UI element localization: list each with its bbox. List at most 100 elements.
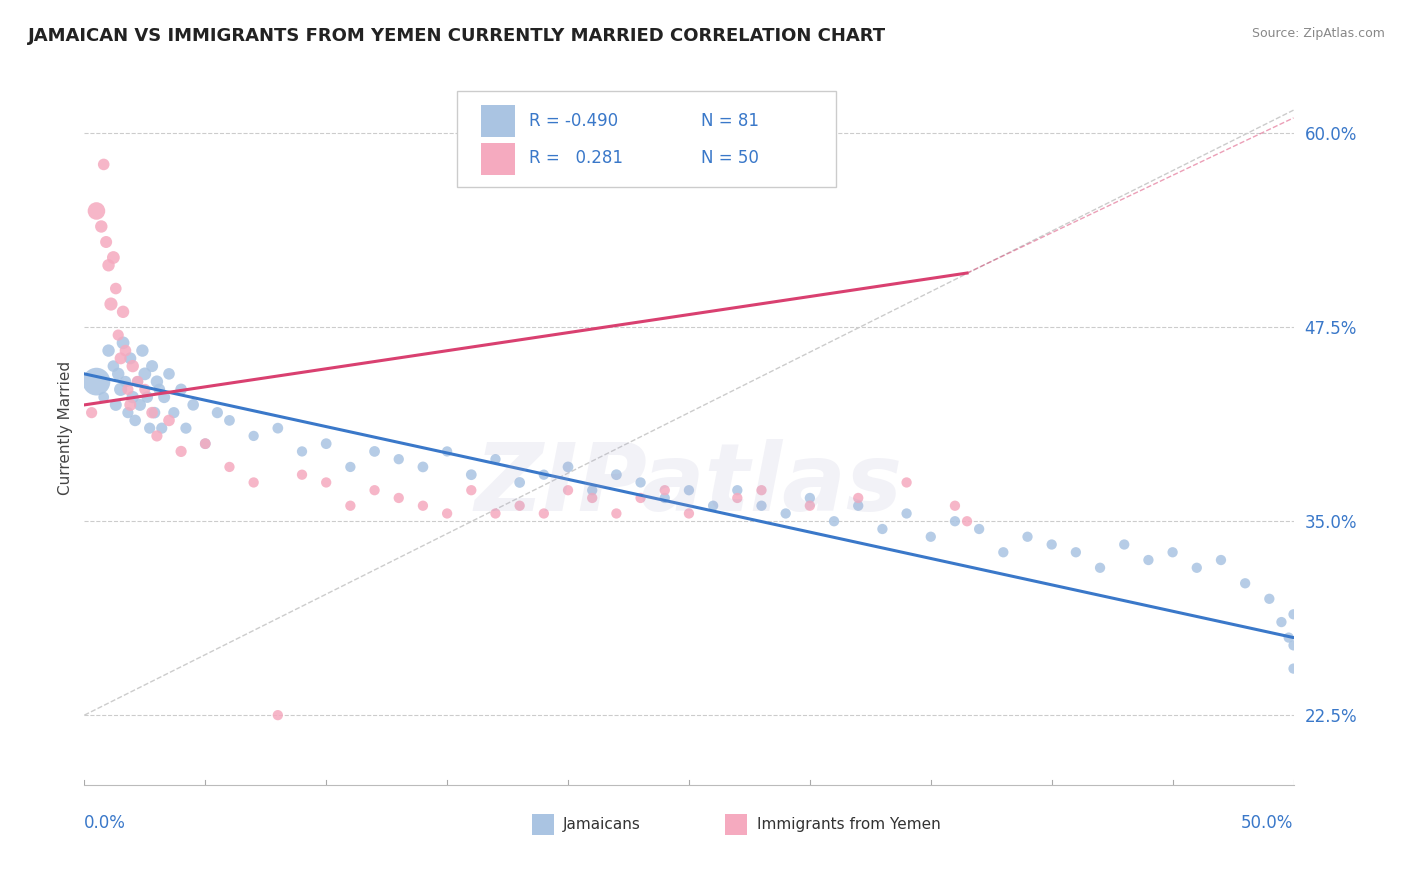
Point: [267, 421, 290, 435]
Point: [339, 459, 361, 474]
Point: [117, 383, 139, 397]
Point: [218, 459, 240, 474]
Point: [181, 398, 204, 412]
Point: [630, 475, 652, 490]
Point: [1040, 537, 1063, 551]
Point: [1282, 607, 1305, 622]
Point: [104, 398, 127, 412]
Point: [509, 499, 531, 513]
Point: [1282, 662, 1305, 676]
Point: [1114, 537, 1136, 551]
Point: [1209, 553, 1232, 567]
Point: [799, 499, 821, 513]
Point: [1088, 561, 1111, 575]
Point: [103, 359, 125, 373]
Point: [1161, 545, 1184, 559]
Point: [920, 530, 942, 544]
FancyBboxPatch shape: [481, 105, 515, 137]
Point: [557, 483, 579, 498]
Point: [1278, 631, 1301, 645]
Point: [581, 483, 603, 498]
Point: [120, 398, 142, 412]
Text: Immigrants from Yemen: Immigrants from Yemen: [756, 817, 941, 831]
Point: [103, 251, 125, 265]
Point: [207, 406, 229, 420]
Point: [267, 708, 290, 723]
Point: [460, 483, 482, 498]
Point: [557, 459, 579, 474]
Point: [114, 343, 136, 358]
Point: [1258, 591, 1281, 606]
Point: [315, 436, 337, 450]
Point: [110, 351, 132, 366]
Text: JAMAICAN VS IMMIGRANTS FROM YEMEN CURRENTLY MARRIED CORRELATION CHART: JAMAICAN VS IMMIGRANTS FROM YEMEN CURREN…: [28, 27, 886, 45]
Point: [90, 219, 112, 234]
Point: [993, 545, 1015, 559]
Text: R =   0.281: R = 0.281: [529, 150, 623, 168]
Point: [129, 398, 152, 412]
Point: [388, 491, 411, 505]
Point: [1017, 530, 1039, 544]
Point: [1282, 638, 1305, 652]
Point: [436, 507, 458, 521]
Point: [110, 383, 132, 397]
Point: [136, 390, 159, 404]
Point: [605, 467, 627, 482]
Point: [112, 305, 135, 319]
Point: [388, 452, 411, 467]
Point: [170, 444, 193, 458]
Point: [134, 383, 156, 397]
Point: [148, 383, 170, 397]
Point: [605, 507, 627, 521]
Point: [1185, 561, 1208, 575]
Point: [630, 491, 652, 505]
Point: [121, 390, 143, 404]
Point: [138, 421, 160, 435]
Point: [104, 281, 127, 295]
Point: [654, 483, 676, 498]
Point: [117, 406, 139, 420]
Point: [174, 421, 197, 435]
Point: [678, 483, 700, 498]
Point: [107, 328, 129, 343]
FancyBboxPatch shape: [457, 91, 837, 187]
Point: [170, 383, 193, 397]
Point: [460, 467, 482, 482]
Point: [1234, 576, 1257, 591]
Y-axis label: Currently Married: Currently Married: [58, 361, 73, 495]
Text: N = 81: N = 81: [702, 112, 759, 129]
Point: [872, 522, 894, 536]
Point: [533, 467, 555, 482]
Point: [509, 475, 531, 490]
Point: [967, 522, 990, 536]
Point: [533, 507, 555, 521]
Point: [242, 475, 264, 490]
Point: [725, 483, 748, 498]
Point: [242, 429, 264, 443]
Point: [291, 467, 314, 482]
Point: [751, 483, 773, 498]
Point: [956, 514, 979, 528]
Point: [315, 475, 337, 490]
Point: [291, 444, 314, 458]
Text: 50.0%: 50.0%: [1241, 814, 1294, 831]
Point: [100, 297, 122, 311]
Point: [146, 375, 169, 389]
Point: [339, 499, 361, 513]
Point: [114, 375, 136, 389]
Point: [702, 499, 724, 513]
Point: [194, 436, 217, 450]
Point: [157, 413, 180, 427]
Point: [97, 343, 120, 358]
Text: Source: ZipAtlas.com: Source: ZipAtlas.com: [1251, 27, 1385, 40]
Point: [218, 413, 240, 427]
Point: [124, 413, 146, 427]
Text: Jamaicans: Jamaicans: [564, 817, 641, 831]
Point: [134, 367, 156, 381]
Point: [121, 359, 143, 373]
Point: [846, 491, 869, 505]
Point: [436, 444, 458, 458]
FancyBboxPatch shape: [531, 814, 554, 835]
Point: [363, 483, 385, 498]
Point: [163, 406, 186, 420]
